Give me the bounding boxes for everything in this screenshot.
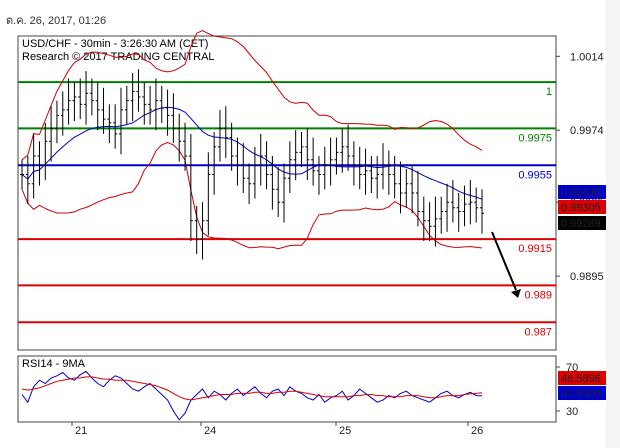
level-label: 0.9975 — [518, 132, 552, 144]
rsi-panel-frame — [17, 355, 557, 423]
chart-title: USD/CHF - 30min - 3:26:30 AM (CET) — [22, 38, 208, 50]
price-tag-label: 0.99305 — [561, 202, 601, 214]
x-tick-label: 25 — [339, 425, 351, 437]
main-chart: USD/CHF - 30min - 3:26:30 AM (CET)Resear… — [17, 30, 606, 351]
x-tick-label: 26 — [471, 425, 483, 437]
forecast-arrow-head — [511, 289, 521, 298]
rsi-y-tick-label: 30 — [566, 406, 578, 418]
rsi-value-tag — [558, 386, 606, 400]
y-tick-label: 0.9974 — [570, 125, 604, 137]
level-label: 0.9955 — [518, 169, 552, 181]
price-tag — [558, 216, 606, 230]
price-tag — [558, 200, 606, 214]
rsi-value-tag — [558, 371, 606, 385]
main-panel-frame — [17, 35, 557, 351]
y-tick-label: 1.0014 — [570, 51, 604, 63]
right-scroll-strip — [606, 0, 620, 448]
rsi-value-label: 46.5896 — [561, 373, 601, 385]
timestamp: ต.ค. 26, 2017, 01:26 — [6, 15, 107, 27]
level-label: 0.989 — [524, 289, 552, 301]
forecast-arrow-line — [491, 231, 517, 291]
price-tag — [558, 185, 606, 199]
level-label: 1 — [546, 86, 552, 98]
price-tag-label: 0.99430 — [561, 187, 601, 199]
rsi-value-label: 43.9309 — [561, 388, 601, 400]
y-tick-label: 0.9895 — [570, 271, 604, 283]
rsi-title: RSI14 - 9MA — [22, 358, 86, 370]
price-tag-label: 0.99289 — [561, 218, 601, 230]
rsi-ma-line — [21, 376, 483, 401]
moving-average-line — [21, 106, 483, 200]
x-tick-label: 24 — [204, 425, 216, 437]
lower-band-line — [21, 141, 483, 250]
x-tick-label: 21 — [75, 425, 87, 437]
upper-band-line — [21, 30, 483, 161]
x-axis: 21 24 25 26 — [71, 422, 483, 437]
level-label: 0.9915 — [518, 243, 552, 255]
level-label: 0.987 — [524, 326, 552, 338]
rsi-line — [21, 370, 483, 421]
